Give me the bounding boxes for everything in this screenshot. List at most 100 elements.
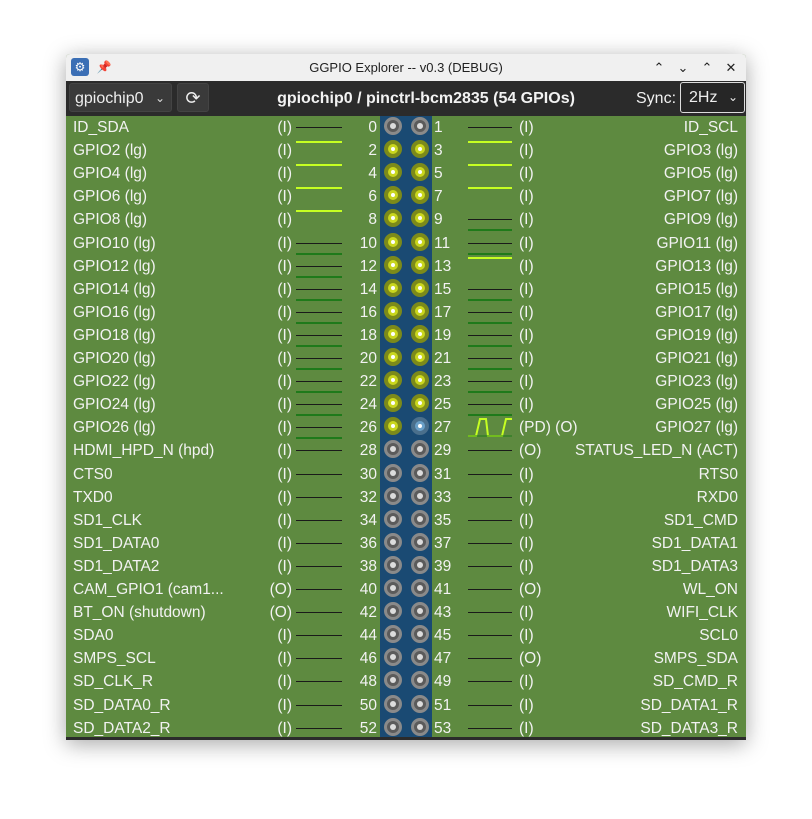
right-pin-toggle[interactable] [411,417,429,436]
right-pin-toggle[interactable] [411,532,429,551]
right-pin-number: 19 [434,326,452,344]
left-pin-toggle[interactable] [384,255,402,274]
right-pin-toggle[interactable] [411,278,429,297]
right-pin-mode: (I) [519,627,534,645]
right-pin-toggle[interactable] [411,117,429,135]
right-pin-mode: (I) [519,373,534,391]
right-pin-toggle[interactable] [411,440,429,459]
right-pin-toggle[interactable] [411,255,429,274]
right-pin-toggle[interactable] [411,463,429,482]
left-pin-toggle[interactable] [384,301,402,320]
right-pin-name: SCL0 [699,627,738,645]
left-pin-toggle[interactable] [384,532,402,551]
left-pin-name: CTS0 [73,465,113,483]
left-pin-toggle[interactable] [384,717,402,736]
right-pin-name: GPIO15 (lg) [655,280,738,298]
right-pin-toggle[interactable] [411,371,429,390]
left-pin-toggle[interactable] [384,486,402,505]
left-pin-toggle[interactable] [384,186,402,205]
right-pin-number: 47 [434,650,452,668]
minimize-button[interactable]: ⌄ [672,57,694,78]
left-pin-number: 38 [359,557,377,575]
right-pin-name: ID_SCL [683,119,738,136]
right-pin-toggle[interactable] [411,232,429,251]
left-pin-number: 18 [359,326,377,344]
left-pin-toggle[interactable] [384,509,402,528]
right-pin-toggle[interactable] [411,648,429,667]
sync-select[interactable]: 2Hz ⌄ [680,82,745,113]
left-pin-toggle[interactable] [384,463,402,482]
left-pin-name: SD1_DATA0 [73,534,160,552]
pin-row: GPIO14 (lg) (I) 14 15 (I) GPIO15 (lg) [66,278,746,301]
left-pin-toggle[interactable] [384,278,402,297]
left-pin-toggle[interactable] [384,209,402,228]
left-pin-mode: (I) [277,234,292,252]
refresh-button[interactable]: ⟳ [177,83,209,112]
right-pin-toggle[interactable] [411,394,429,413]
left-pin-toggle[interactable] [384,417,402,436]
right-pin-toggle[interactable] [411,209,429,228]
left-pin-toggle[interactable] [384,671,402,690]
right-pin-number: 5 [434,165,443,183]
right-pin-name: GPIO9 (lg) [663,211,738,229]
left-pin-toggle[interactable] [384,625,402,644]
right-pin-toggle[interactable] [411,625,429,644]
left-pin-toggle[interactable] [384,602,402,621]
right-pin-signal [468,127,512,128]
left-pin-toggle[interactable] [384,163,402,182]
left-pin-name: GPIO2 (lg) [73,142,148,160]
right-pin-mode: (I) [519,303,534,321]
pin-row: GPIO22 (lg) (I) 22 23 (I) GPIO23 (lg) [66,370,746,394]
left-pin-name: GPIO16 (lg) [73,303,156,321]
left-pin-mode: (I) [277,188,292,206]
title-bar: ⚙ 📌 GGPIO Explorer -- v0.3 (DEBUG) ⌃ ⌄ ⌃… [66,54,746,82]
left-pin-toggle[interactable] [384,371,402,390]
right-pin-toggle[interactable] [411,324,429,343]
right-pin-toggle[interactable] [411,509,429,528]
right-pin-toggle[interactable] [411,602,429,621]
left-pin-toggle[interactable] [384,694,402,713]
left-pin-toggle[interactable] [384,348,402,366]
right-pin-signal [468,519,512,521]
right-pin-toggle[interactable] [411,694,429,713]
right-pin-toggle[interactable] [411,348,429,366]
left-pin-toggle[interactable] [384,648,402,667]
chevron-double-up-icon[interactable]: ⌃ [653,60,665,75]
right-pin-name: SD_CMD_R [652,673,738,691]
left-pin-toggle[interactable] [384,140,402,159]
left-pin-number: 36 [359,534,377,552]
right-pin-signal [468,242,512,255]
left-pin-toggle[interactable] [384,440,402,459]
right-pin-toggle[interactable] [411,301,429,320]
left-pin-toggle[interactable] [384,394,402,413]
pin-row: ID_SDA (I) 0 1 (I) ID_SCL [66,116,746,139]
pin-row: CTS0 (I) 30 31 (I) RTS0 [66,463,746,486]
right-pin-toggle[interactable] [411,486,429,505]
right-pin-toggle[interactable] [411,579,429,597]
right-pin-name: GPIO7 (lg) [663,188,738,206]
left-pin-toggle[interactable] [384,579,402,597]
left-pin-toggle[interactable] [384,232,402,251]
right-pin-mode: (I) [519,673,534,691]
right-pin-toggle[interactable] [411,717,429,736]
pin-row: GPIO12 (lg) (I) 12 13 (I) GPIO13 (lg) [66,255,746,278]
right-pin-toggle[interactable] [411,555,429,574]
left-pin-toggle[interactable] [384,555,402,574]
chip-select[interactable]: gpiochip0 ⌄ [69,83,172,112]
close-button[interactable]: ✕ [720,57,742,78]
pin-icon[interactable]: 📌 [96,60,112,74]
left-pin-toggle[interactable] [384,117,402,135]
right-pin-toggle[interactable] [411,671,429,690]
right-pin-toggle[interactable] [411,163,429,182]
right-pin-name: GPIO3 (lg) [663,142,738,160]
right-pin-signal [468,288,512,301]
right-pin-number: 41 [434,581,452,598]
right-pin-name: GPIO23 (lg) [655,373,738,391]
right-pin-toggle[interactable] [411,186,429,205]
maximize-button[interactable]: ⌃ [696,57,718,78]
left-pin-toggle[interactable] [384,324,402,343]
right-pin-toggle[interactable] [411,140,429,159]
app-window: ⚙ 📌 GGPIO Explorer -- v0.3 (DEBUG) ⌃ ⌄ ⌃… [66,54,746,740]
right-pin-name: GPIO5 (lg) [663,165,738,183]
left-pin-number: 10 [359,234,377,252]
